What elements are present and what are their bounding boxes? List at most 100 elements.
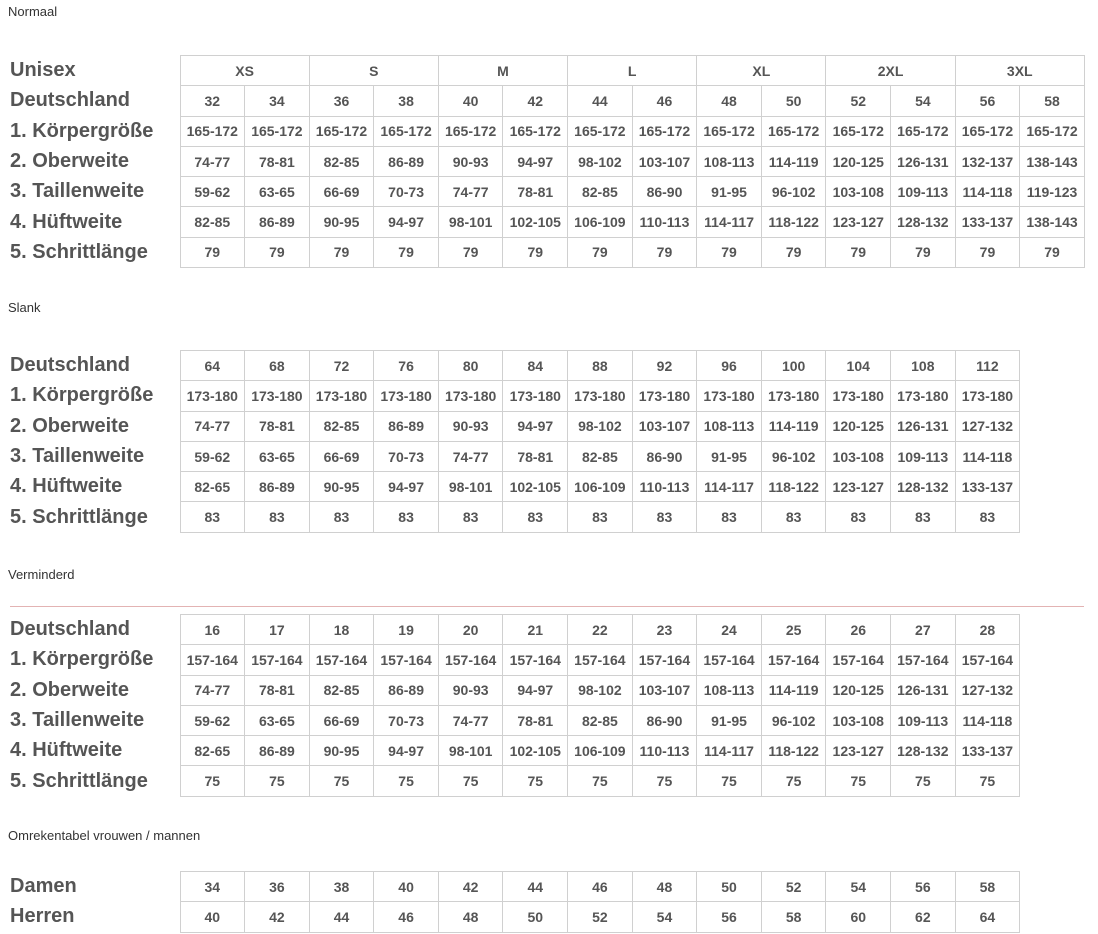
cell: 157-164 xyxy=(954,644,1021,676)
cell: 86-90 xyxy=(631,176,698,208)
cell: 98-102 xyxy=(567,145,633,178)
cell: 90-95 xyxy=(308,471,375,503)
cell: 56 xyxy=(696,901,762,933)
cell: 88 xyxy=(567,349,633,382)
cell: 165-172 xyxy=(890,115,956,147)
cell: 96 xyxy=(696,349,762,382)
cell: 74-77 xyxy=(179,410,246,442)
cell: 74-77 xyxy=(437,176,504,208)
cell: 36 xyxy=(244,870,310,903)
cell: 104 xyxy=(825,349,892,382)
cell: 98-101 xyxy=(437,735,504,767)
cell: 123-127 xyxy=(825,206,892,238)
cell: 79 xyxy=(760,236,827,269)
cell: 114-117 xyxy=(696,206,762,238)
table-row: 1. Körpergröße 165-172 165-172 165-172 165-1… xyxy=(10,115,1085,147)
cell: 94-97 xyxy=(502,674,569,706)
row-label: 3. Taillenweite xyxy=(10,445,145,468)
cell: 66-69 xyxy=(308,704,375,737)
cell: 118-122 xyxy=(760,471,827,503)
cell: 83 xyxy=(244,501,310,533)
cell: 165-172 xyxy=(244,115,310,147)
cell: 78-81 xyxy=(502,176,569,208)
cell: 58 xyxy=(1019,85,1085,117)
row-label: Damen xyxy=(10,875,77,898)
cell: 91-95 xyxy=(696,704,762,737)
cell: 127-132 xyxy=(954,674,1021,706)
cell: 114-119 xyxy=(760,410,827,442)
cell: 103-107 xyxy=(631,145,698,178)
cell: 50 xyxy=(760,85,827,117)
cell: 157-164 xyxy=(373,644,439,676)
cell: 54 xyxy=(890,85,956,117)
cell: 83 xyxy=(954,501,1021,533)
cell: 56 xyxy=(954,85,1021,117)
cell: 74-77 xyxy=(179,674,246,706)
cell: 75 xyxy=(890,765,956,797)
cell: 83 xyxy=(696,501,762,533)
cell: 76 xyxy=(373,349,439,382)
cell: 98-102 xyxy=(567,410,633,442)
cell: 79 xyxy=(179,236,246,269)
cell: 128-132 xyxy=(890,206,956,238)
table-row: 4. Hüftweite 82-65 86-89 90-95 94-97 98-101 10… xyxy=(10,735,1021,767)
cell: 114-117 xyxy=(696,471,762,503)
cell: 165-172 xyxy=(760,115,827,147)
cell: 110-113 xyxy=(631,735,698,767)
table-row: 5. Schrittlänge 75 75 75 75 75 75 75 75 75 75 75 75 7… xyxy=(10,765,1021,797)
cell: 98-101 xyxy=(437,471,504,503)
cell: 173-180 xyxy=(502,380,569,412)
cell: 86-89 xyxy=(244,735,310,767)
cell: 114-119 xyxy=(760,674,827,706)
cell: 74-77 xyxy=(437,704,504,737)
cell: 103-108 xyxy=(825,704,892,737)
cell: 173-180 xyxy=(696,380,762,412)
cell: 82-85 xyxy=(308,674,375,706)
cell: 138-143 xyxy=(1019,145,1085,178)
cell: 44 xyxy=(502,870,569,903)
cell: 118-122 xyxy=(760,735,827,767)
cell: 82-85 xyxy=(179,206,246,238)
cell: 28 xyxy=(954,613,1021,646)
cell: 38 xyxy=(373,85,439,117)
cell: 75 xyxy=(631,765,698,797)
cell: 44 xyxy=(308,901,375,933)
cell: 102-105 xyxy=(502,206,569,238)
cell: 165-172 xyxy=(631,115,698,147)
cell: 83 xyxy=(760,501,827,533)
cell: 127-132 xyxy=(954,410,1021,442)
table-row: Damen 34 36 38 40 42 44 46 48 50 52 54 56 58 xyxy=(10,870,1021,903)
cell: 40 xyxy=(373,870,439,903)
row-label: 4. Hüftweite xyxy=(10,739,123,762)
cell: 79 xyxy=(373,236,439,269)
cell: 157-164 xyxy=(308,644,375,676)
cell: 48 xyxy=(631,870,698,903)
cell: 103-107 xyxy=(631,410,698,442)
size-group: S xyxy=(308,54,439,87)
cell: 75 xyxy=(437,765,504,797)
cell: 110-113 xyxy=(631,471,698,503)
cell: 80 xyxy=(437,349,504,382)
cell: 79 xyxy=(308,236,375,269)
row-label: 1. Körpergröße xyxy=(10,648,154,671)
cell: 16 xyxy=(179,613,246,646)
size-group: 3XL xyxy=(954,54,1085,87)
cell: 157-164 xyxy=(760,644,827,676)
cell: 86-89 xyxy=(373,674,439,706)
cell: 75 xyxy=(760,765,827,797)
cell: 40 xyxy=(179,901,246,933)
row-label: Herren xyxy=(10,905,75,928)
cell: 157-164 xyxy=(696,644,762,676)
cell: 82-85 xyxy=(567,176,633,208)
cell: 114-119 xyxy=(760,145,827,178)
cell: 74-77 xyxy=(179,145,246,178)
cell: 165-172 xyxy=(502,115,569,147)
cell: 54 xyxy=(631,901,698,933)
cell: 46 xyxy=(631,85,698,117)
cell: 96-102 xyxy=(760,440,827,473)
cell: 75 xyxy=(308,765,375,797)
cell: 78-81 xyxy=(244,674,310,706)
cell: 120-125 xyxy=(825,410,892,442)
cell: 27 xyxy=(890,613,956,646)
cell: 64 xyxy=(179,349,246,382)
